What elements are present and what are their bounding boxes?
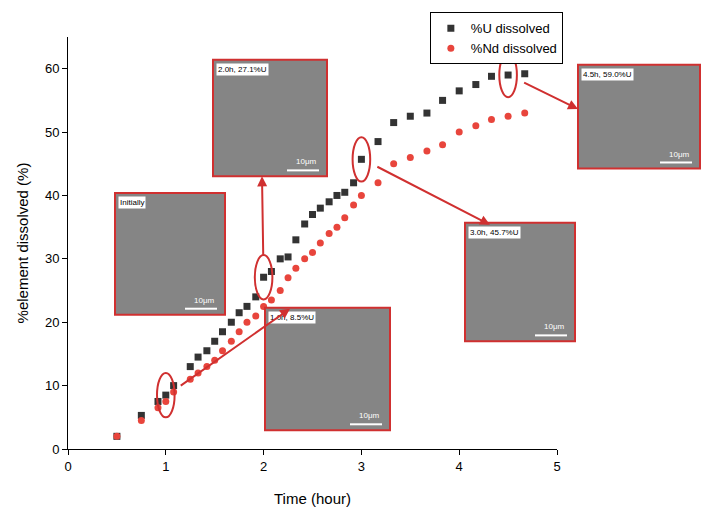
svg-text:10μm: 10μm: [296, 157, 317, 166]
svg-text:%U dissolved: %U dissolved: [471, 21, 550, 36]
svg-text:10μm: 10μm: [669, 150, 690, 159]
svg-text:2: 2: [260, 459, 267, 474]
svg-text:2.0h, 27.1%U: 2.0h, 27.1%U: [218, 65, 267, 74]
svg-text:4: 4: [456, 459, 463, 474]
svg-text:3: 3: [358, 459, 365, 474]
svg-text:20: 20: [45, 315, 59, 330]
svg-text:50: 50: [45, 125, 59, 140]
svg-text:%Nd dissolved: %Nd dissolved: [471, 41, 557, 56]
svg-text:0: 0: [64, 459, 71, 474]
svg-text:30: 30: [45, 251, 59, 266]
svg-text:4.5h, 59.0%U: 4.5h, 59.0%U: [583, 70, 632, 79]
svg-text:3.0h, 45.7%U: 3.0h, 45.7%U: [470, 228, 519, 237]
svg-text:10μm: 10μm: [359, 411, 380, 420]
svg-text:1: 1: [162, 459, 169, 474]
svg-text:Time (hour): Time (hour): [274, 490, 351, 507]
svg-text:Initially: Initially: [120, 198, 144, 207]
svg-text:0: 0: [52, 442, 59, 457]
svg-text:10: 10: [45, 378, 59, 393]
svg-text:1.0h, 8.5%U: 1.0h, 8.5%U: [270, 313, 314, 322]
svg-text:5: 5: [553, 459, 560, 474]
svg-text:%element dissolved (%): %element dissolved (%): [14, 163, 31, 324]
svg-text:10μm: 10μm: [544, 322, 565, 331]
svg-text:40: 40: [45, 188, 59, 203]
svg-text:10μm: 10μm: [194, 296, 215, 305]
svg-text:60: 60: [45, 61, 59, 76]
